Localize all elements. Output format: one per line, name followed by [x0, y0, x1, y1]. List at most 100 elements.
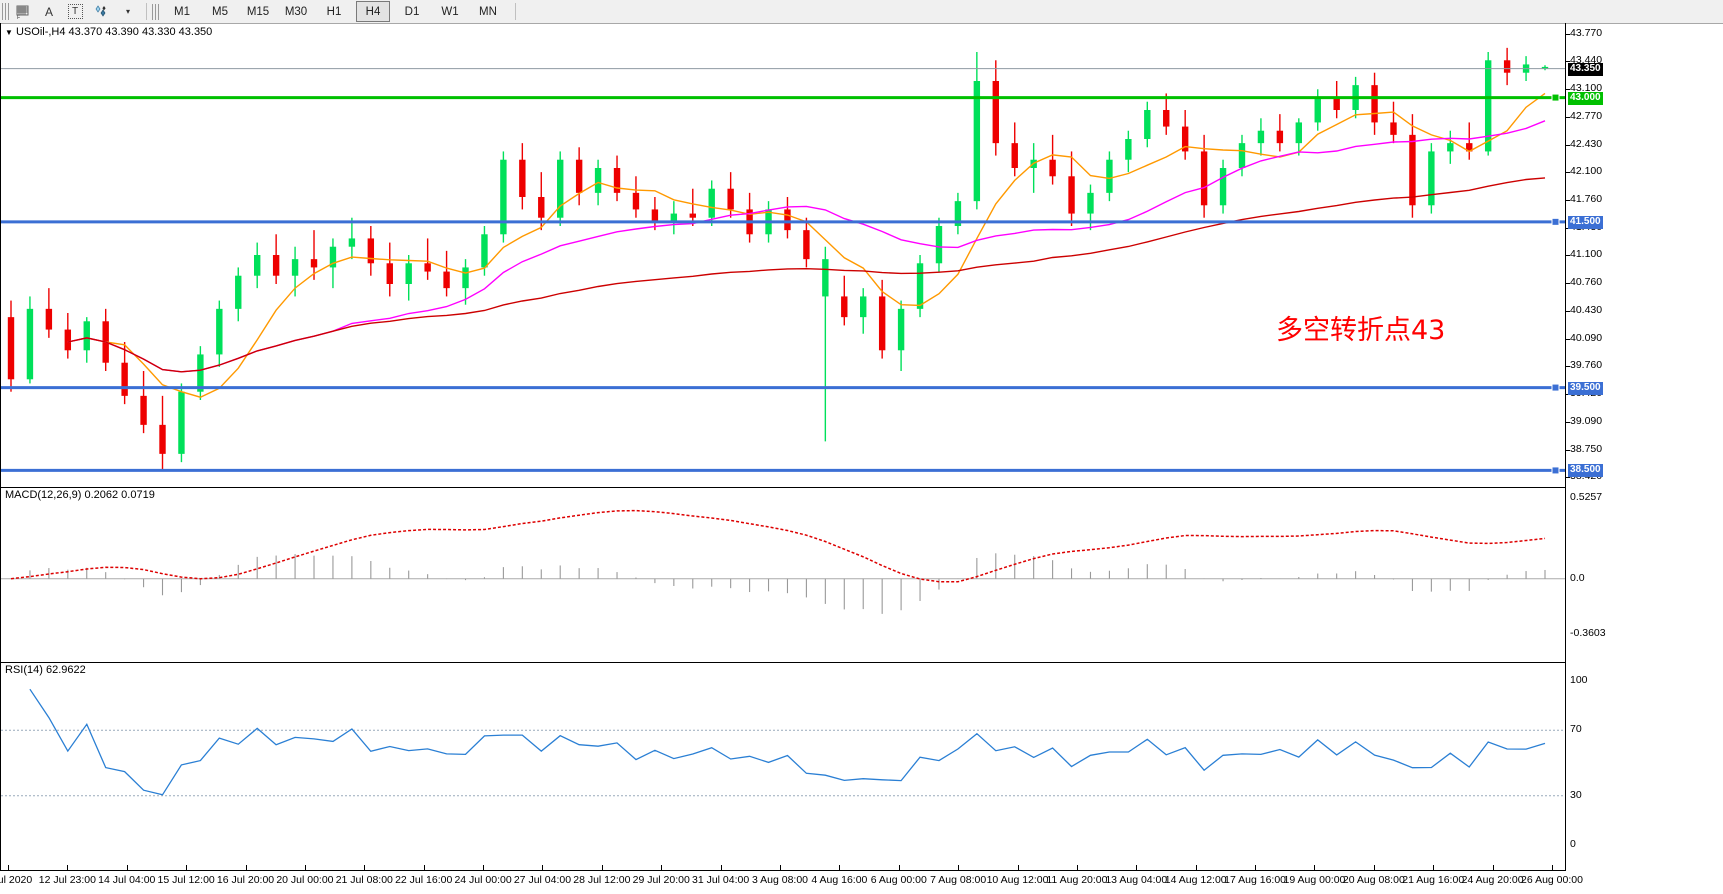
macd-axis-label: 0.0	[1570, 571, 1585, 584]
level-tag-43000[interactable]: 43.000	[1568, 91, 1603, 105]
grid-crosshair-icon[interactable]: F	[10, 1, 36, 22]
time-tick	[245, 865, 247, 871]
time-tick	[1552, 865, 1553, 871]
timeframe-mn[interactable]: MN	[479, 5, 497, 18]
time-tick-label: 16 Jul 20:00	[216, 874, 275, 886]
time-tick-label: 15 Jul 12:00	[157, 874, 215, 886]
time-tick	[1136, 865, 1138, 871]
chart-frame: ▼ USOil-,H4 43.370 43.390 43.330 43.350 …	[0, 23, 1723, 894]
time-tick-label: 27 Jul 04:00	[513, 874, 572, 886]
time-tick-label: 24 Aug 20:00	[1461, 874, 1524, 886]
macd-label: MACD(12,26,9) 0.2062 0.0719	[5, 489, 155, 501]
price-tick-label: 38.750	[1570, 442, 1603, 455]
price-tick	[1566, 116, 1570, 118]
price-tick	[1566, 394, 1570, 396]
time-tick	[186, 865, 188, 871]
time-tick	[958, 865, 960, 871]
time-tick	[542, 865, 544, 871]
timeframe-m1[interactable]: M1	[174, 5, 190, 18]
level-tag-39500[interactable]: 39.500	[1568, 381, 1603, 395]
timeframe-h1[interactable]: H1	[326, 5, 342, 18]
time-tick	[423, 865, 425, 871]
time-tick-label: 26 Aug 00:00	[1521, 874, 1583, 886]
rsi-panel: RSI(14) 62.9622	[1, 663, 1565, 863]
price-tick-label: 42.430	[1570, 137, 1603, 150]
time-tick	[1314, 865, 1316, 871]
time-tick-label: 31 Jul 04:00	[692, 874, 750, 886]
rsi-chart-svg	[1, 688, 1565, 797]
chevron-down-icon[interactable]: ▾	[125, 7, 130, 16]
panel-separator-rsi	[0, 662, 1565, 663]
price-tick-label: 40.430	[1570, 303, 1603, 316]
time-tick	[1373, 865, 1375, 871]
price-tick	[1566, 421, 1570, 423]
price-tick-label: 42.100	[1570, 165, 1603, 178]
toolbar-separator	[146, 3, 147, 20]
time-tick	[67, 865, 69, 871]
timeframe-m5[interactable]: M5	[212, 5, 228, 18]
last-price-tag[interactable]: 43.350	[1568, 62, 1603, 76]
x-axis-line	[0, 870, 1565, 871]
timeframe-group: M1 M5 M15 M30 H1 H4 D1 W1 MN	[163, 1, 507, 22]
time-tick	[1195, 865, 1197, 871]
text-tool-icon[interactable]: A	[44, 4, 53, 19]
time-tick	[839, 865, 841, 871]
price-chart-svg	[1, 47, 1565, 475]
time-tick	[898, 865, 900, 871]
time-tick-label: 20 Jul 00:00	[276, 874, 334, 886]
price-tick	[1566, 172, 1570, 174]
time-tick	[1492, 865, 1494, 871]
time-tick	[126, 865, 128, 871]
rsi-axis-label: 30	[1570, 788, 1582, 801]
timeframe-d1[interactable]: D1	[404, 5, 420, 18]
time-tick	[1433, 865, 1435, 871]
rsi-axis-label: 70	[1570, 723, 1582, 736]
time-tick-label: 13 Aug 04:00	[1105, 874, 1168, 886]
price-tick	[1566, 33, 1570, 35]
time-tick-label: 3 Aug 08:00	[751, 874, 809, 886]
macd-chart-svg	[1, 509, 1565, 614]
level-tag-41500[interactable]: 41.500	[1568, 215, 1603, 229]
time-tick-label: 6 Aug 00:00	[870, 874, 927, 886]
macd-panel: MACD(12,26,9) 0.2062 0.0719	[1, 488, 1565, 646]
level-tag-38500[interactable]: 38.500	[1568, 464, 1603, 478]
time-tick	[8, 865, 9, 871]
price-tick	[1566, 61, 1570, 63]
time-tick-label: 11 Aug 20:00	[1046, 874, 1108, 886]
price-tick	[1566, 255, 1570, 256]
timeframe-w1[interactable]: W1	[441, 5, 459, 18]
price-tick	[1566, 338, 1570, 340]
time-tick-label: 28 Jul 12:00	[573, 874, 631, 886]
toolbar-grip[interactable]	[2, 3, 10, 20]
plot-left-border	[0, 23, 1, 871]
price-tick-label: 42.770	[1570, 109, 1603, 122]
symbol-header-text: USOil-,H4 43.370 43.390 43.330 43.350	[15, 26, 213, 38]
timeframe-h4[interactable]: H4	[356, 1, 390, 22]
price-tick-label: 40.090	[1570, 331, 1603, 344]
time-tick-label: 9 Jul 2020	[0, 874, 33, 886]
objects-icon[interactable]	[88, 1, 114, 22]
price-tick-label: 41.760	[1570, 193, 1603, 206]
price-tick-label: 43.100	[1570, 82, 1603, 95]
time-tick	[304, 865, 306, 871]
price-tick	[1566, 89, 1570, 91]
time-tick	[661, 865, 663, 871]
collapse-icon[interactable]: ▼	[5, 28, 13, 37]
toolbar-separator-2	[515, 3, 516, 20]
timeframe-m15[interactable]: M15	[246, 5, 270, 18]
time-tick	[720, 865, 722, 871]
timeframe-grip[interactable]	[152, 3, 159, 20]
text-label-icon[interactable]: T	[62, 1, 88, 22]
time-tick-label: 4 Aug 16:00	[811, 874, 868, 886]
symbol-header[interactable]: ▼ USOil-,H4 43.370 43.390 43.330 43.350	[5, 26, 212, 38]
rsi-label: RSI(14) 62.9622	[5, 664, 86, 676]
macd-axis-label: 0.5257	[1570, 491, 1603, 503]
timeframe-m30[interactable]: M30	[284, 5, 308, 18]
time-tick-label: 14 Jul 04:00	[98, 874, 156, 886]
price-tick	[1566, 366, 1570, 368]
price-tick-label: 40.760	[1570, 276, 1603, 289]
text-label-box: T	[67, 4, 83, 19]
price-tick-label: 39.760	[1570, 359, 1603, 372]
time-tick-label: 22 Jul 16:00	[395, 874, 453, 886]
price-panel: ▼ USOil-,H4 43.370 43.390 43.330 43.350 …	[1, 23, 1565, 487]
